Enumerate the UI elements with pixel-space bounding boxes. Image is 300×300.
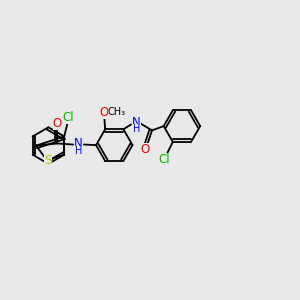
Text: H: H (75, 146, 82, 156)
Text: N: N (132, 116, 141, 129)
Text: N: N (74, 137, 83, 150)
Text: O: O (140, 143, 150, 156)
Text: O: O (53, 117, 62, 130)
Text: S: S (44, 154, 52, 167)
Text: Cl: Cl (158, 153, 170, 166)
Text: H: H (133, 124, 140, 134)
Text: O: O (99, 106, 108, 119)
Text: Cl: Cl (62, 111, 74, 124)
Text: CH₃: CH₃ (108, 107, 126, 117)
